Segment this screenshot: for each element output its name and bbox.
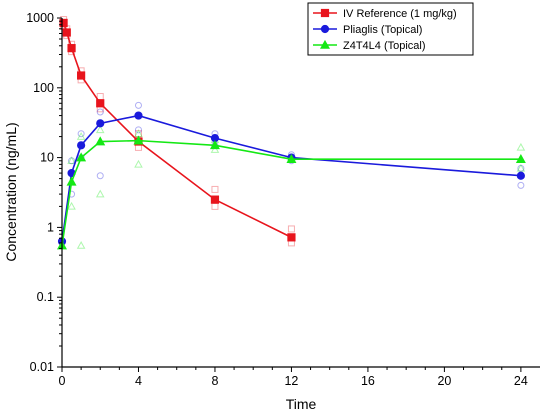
series-line [61, 139, 521, 246]
x-tick-label: 4 [135, 374, 142, 388]
y-tick-label: 1 [47, 220, 54, 234]
individual-point [517, 164, 525, 172]
mean-series-layer [57, 18, 526, 250]
individual-point [210, 145, 220, 153]
data-point [59, 18, 68, 28]
data-point [77, 141, 86, 150]
y-tick-label: 1000 [26, 11, 54, 25]
x-axis-ticks: 0 4 8 12 16 20 24 [59, 367, 528, 388]
data-point [67, 44, 76, 53]
individual-point [211, 185, 219, 193]
individual-point [134, 101, 142, 109]
data-point [286, 153, 297, 163]
data-point [210, 195, 220, 204]
individual-point [516, 142, 526, 151]
y-tick-label: 0.1 [37, 290, 54, 304]
legend-label: Z4T4L4 (Topical) [343, 40, 426, 52]
individual-point [67, 201, 76, 210]
individual-point [68, 157, 76, 165]
individual-point [134, 126, 142, 134]
individual-point [76, 241, 86, 249]
legend-marker [320, 39, 330, 49]
y-tick-label: 100 [33, 81, 54, 95]
data-point [134, 111, 143, 120]
individual-point [517, 181, 525, 189]
data-point [96, 119, 105, 128]
legend-marker [320, 8, 330, 18]
x-tick-label: 20 [437, 374, 451, 388]
y-axis-ticks: 0.01 0.1 1 10 100 1000 [26, 11, 62, 374]
x-tick-label: 12 [284, 374, 298, 388]
data-point [76, 152, 87, 162]
y-tick-label: 0.01 [30, 360, 54, 374]
data-point [133, 135, 144, 145]
individual-point [134, 159, 143, 168]
data-point [66, 176, 77, 186]
data-point [209, 140, 220, 150]
individual-point [287, 225, 295, 233]
series-line [61, 114, 521, 242]
individual-point [96, 172, 104, 180]
data-point [96, 99, 105, 108]
individual-point [67, 156, 76, 165]
y-axis-title: Concentration (ng/mL) [3, 122, 19, 261]
x-tick-label: 24 [514, 374, 528, 388]
data-point [516, 171, 525, 180]
individual-point [95, 125, 105, 134]
data-point [515, 153, 526, 163]
x-axis-title: Time [286, 396, 317, 412]
x-tick-label: 8 [211, 374, 218, 388]
legend-label: Pliaglis (Topical) [343, 24, 422, 36]
data-point [62, 28, 71, 37]
data-point [95, 136, 106, 146]
individual-point [516, 163, 526, 172]
legend-label: IV Reference (1 mg/kg) [343, 8, 457, 20]
chart-legend: IV Reference (1 mg/kg) Pliaglis (Topical)… [307, 2, 474, 56]
x-tick-label: 0 [59, 374, 66, 388]
x-tick-label: 16 [361, 374, 375, 388]
individual-point [77, 130, 85, 138]
legend-marker [320, 24, 330, 34]
data-point [77, 71, 86, 80]
individual-point [76, 132, 86, 140]
individual-point [96, 108, 104, 116]
individual-point [95, 189, 105, 198]
data-point [287, 233, 296, 242]
y-tick-label: 10 [40, 151, 54, 165]
